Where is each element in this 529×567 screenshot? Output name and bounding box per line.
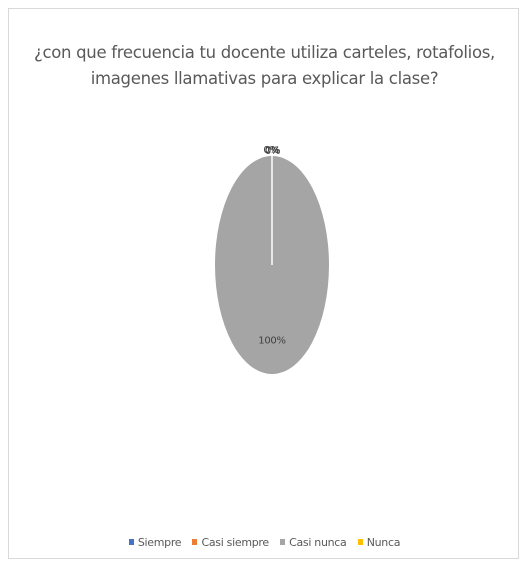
- chart-title-line-1: ¿con que frecuencia tu docente utiliza c…: [34, 43, 495, 62]
- legend-swatch-siempre: [128, 539, 134, 545]
- chart-title-line-2: imagenes llamativas para explicar la cla…: [90, 69, 439, 88]
- legend-item-nunca: Nunca: [357, 536, 401, 549]
- data-label-casi-nunca: 100%: [258, 335, 285, 346]
- legend-label-nunca: Nunca: [366, 536, 401, 549]
- chart-title: ¿con que frecuencia tu docente utiliza c…: [30, 40, 499, 92]
- legend-item-siempre: Siempre: [128, 536, 182, 549]
- legend-label-casi-nunca: Casi nunca: [289, 536, 347, 549]
- legend-swatch-casi-siempre: [192, 539, 198, 545]
- legend-swatch-nunca: [357, 539, 363, 545]
- data-label-casi-siempre: 0%: [265, 146, 280, 157]
- legend-item-casi-nunca: Casi nunca: [280, 536, 347, 549]
- data-label-siempre: 0%: [263, 145, 278, 156]
- chart-legend: Siempre Casi siempre Casi nunca Nunca: [0, 536, 529, 549]
- pie-slices: [215, 156, 329, 374]
- data-label-nunca: 0%: [265, 145, 280, 156]
- pie-data-labels: 0%0%100%0%: [258, 145, 286, 346]
- legend-swatch-casi-nunca: [280, 539, 286, 545]
- legend-label-casi-siempre: Casi siempre: [201, 536, 269, 549]
- legend-label-siempre: Siempre: [137, 536, 182, 549]
- legend-item-casi-siempre: Casi siempre: [192, 536, 269, 549]
